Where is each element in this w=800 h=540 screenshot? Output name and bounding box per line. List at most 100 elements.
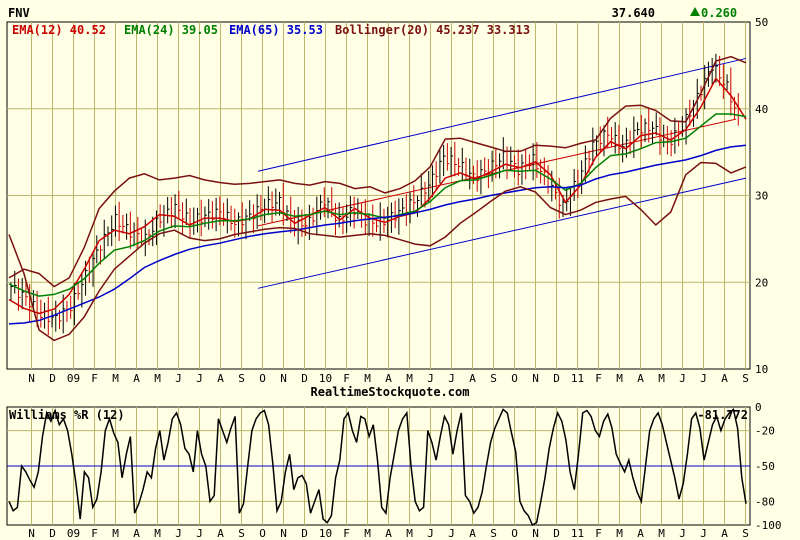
williams-y-tick-label: -80 <box>755 495 775 508</box>
price-x-tick-label: N <box>28 372 35 385</box>
price-x-tick-label: J <box>196 372 203 385</box>
price-x-tick-label: J <box>700 372 707 385</box>
price-y-tick-label: 50 <box>755 16 768 29</box>
last-price: 37.640 <box>612 6 655 20</box>
price-x-tick-label: J <box>448 372 455 385</box>
williams-y-tick-label: 0 <box>755 401 762 414</box>
price-x-tick-label: D <box>49 372 56 385</box>
williams-x-tick-label: 11 <box>571 527 584 540</box>
price-x-tick-label: J <box>175 372 182 385</box>
williams-x-tick-label: M <box>112 527 119 540</box>
williams-x-tick-label: N <box>28 527 35 540</box>
channel-lower-line <box>257 177 747 289</box>
williams-x-tick-label: F <box>343 527 350 540</box>
price-grid <box>7 22 750 369</box>
legend-ema65: EMA(65) 35.53 <box>229 23 323 37</box>
williams-x-tick-label: D <box>49 527 56 540</box>
series-line <box>8 77 747 315</box>
williams-y-tick-label: -20 <box>755 425 775 438</box>
williams-y-tick-label: -100 <box>755 519 782 532</box>
price-x-tick-label: J <box>427 372 434 385</box>
legend-ema12: EMA(12) 40.52 <box>12 23 106 37</box>
williams-x-axis: N D 09 F M A M J J A S O N D 10 F M A M J J A S O N D 11 F M A M J J A S <box>28 527 749 540</box>
price-x-tick-label: M <box>616 372 623 385</box>
legend-bollinger: Bollinger(20) 45.237 33.313 <box>335 23 530 37</box>
price-y-axis: 50 40 30 20 10 <box>755 16 768 376</box>
price-x-tick-label: F <box>595 372 602 385</box>
williams-x-tick-label: O <box>511 527 518 540</box>
williams-x-tick-label: S <box>238 527 245 540</box>
williams-x-tick-label: A <box>217 527 224 540</box>
price-x-tick-label: S <box>238 372 245 385</box>
williams-y-axis: 0 -20 -50 -80 -100 <box>755 401 782 532</box>
price-x-tick-label: O <box>259 372 266 385</box>
price-x-tick-label: J <box>679 372 686 385</box>
williams-x-tick-label: F <box>595 527 602 540</box>
williams-x-tick-label: N <box>532 527 539 540</box>
williams-series-line <box>8 408 747 527</box>
up-arrow-icon <box>690 7 700 16</box>
price-x-tick-label: A <box>721 372 728 385</box>
price-x-tick-label: D <box>301 372 308 385</box>
williams-x-tick-label: M <box>364 527 371 540</box>
price-x-tick-label: A <box>637 372 644 385</box>
williams-x-tick-label: A <box>637 527 644 540</box>
williams-x-tick-label: M <box>658 527 665 540</box>
williams-r-panel: 0 -20 -50 -80 -100 N D 09 F M A M J J A S O N D 10 F M A M J J A S… <box>6 401 782 540</box>
williams-x-tick-label: J <box>196 527 203 540</box>
williams-x-tick-label: J <box>448 527 455 540</box>
price-x-tick-label: M <box>364 372 371 385</box>
williams-x-tick-label: A <box>721 527 728 540</box>
price-x-tick-label: M <box>154 372 161 385</box>
price-x-tick-label: A <box>217 372 224 385</box>
price-x-tick-label: M <box>406 372 413 385</box>
williams-x-tick-label: 10 <box>319 527 332 540</box>
williams-line <box>8 408 747 527</box>
williams-x-tick-label: M <box>406 527 413 540</box>
williams-x-tick-label: J <box>175 527 182 540</box>
williams-x-tick-label: J <box>679 527 686 540</box>
williams-x-tick-label: S <box>490 527 497 540</box>
price-x-tick-label: 11 <box>571 372 584 385</box>
price-x-tick-label: A <box>469 372 476 385</box>
price-x-tick-label: 09 <box>67 372 80 385</box>
series-line <box>8 144 747 325</box>
indicator-lines <box>8 55 747 342</box>
williams-x-tick-label: M <box>154 527 161 540</box>
price-x-tick-label: S <box>490 372 497 385</box>
price-y-tick-label: 10 <box>755 363 768 376</box>
williams-title: Williams %R (12) <box>9 408 125 422</box>
williams-grid <box>7 407 750 525</box>
williams-x-tick-label: A <box>469 527 476 540</box>
price-x-tick-label: M <box>658 372 665 385</box>
price-x-tick-label: N <box>532 372 539 385</box>
price-x-tick-label: A <box>133 372 140 385</box>
williams-x-tick-label: D <box>553 527 560 540</box>
price-x-tick-label: D <box>553 372 560 385</box>
price-x-tick-label: M <box>112 372 119 385</box>
price-y-tick-label: 20 <box>755 276 768 289</box>
price-x-tick-label: O <box>511 372 518 385</box>
williams-x-tick-label: D <box>301 527 308 540</box>
price-y-tick-label: 30 <box>755 190 768 203</box>
series-line <box>8 113 747 297</box>
williams-x-tick-label: O <box>259 527 266 540</box>
price-x-tick-label: S <box>742 372 749 385</box>
price-x-tick-label: A <box>385 372 392 385</box>
price-x-tick-label: N <box>280 372 287 385</box>
legend-ema24: EMA(24) 39.05 <box>124 23 218 37</box>
series-line <box>8 55 747 288</box>
williams-y-tick-label: -50 <box>755 460 775 473</box>
williams-x-tick-label: N <box>280 527 287 540</box>
williams-value: -81.772 <box>697 408 748 422</box>
price-change: 0.260 <box>701 6 737 20</box>
price-y-tick-label: 40 <box>755 103 768 116</box>
series-line <box>8 161 747 342</box>
williams-x-tick-label: A <box>133 527 140 540</box>
williams-x-tick-label: M <box>616 527 623 540</box>
williams-x-tick-label: A <box>385 527 392 540</box>
ticker-symbol: FNV <box>8 6 30 20</box>
price-x-tick-label: F <box>91 372 98 385</box>
